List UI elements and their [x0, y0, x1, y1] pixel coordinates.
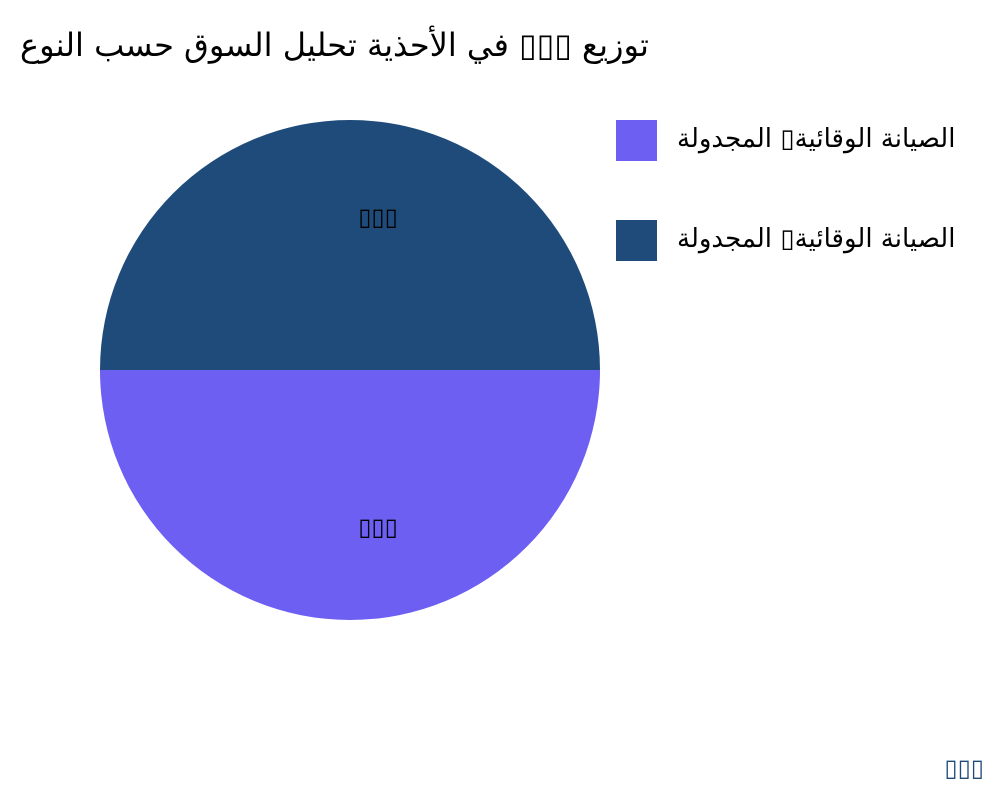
- legend-swatch: [616, 220, 657, 261]
- watermark: ▯▯▯: [944, 754, 984, 782]
- legend-label: الصيانة الوقائية▯ المجدولة: [677, 224, 956, 254]
- slice-label: ▯▯▯: [358, 513, 398, 541]
- pie-slice: [100, 120, 600, 370]
- legend-swatch: [616, 120, 657, 161]
- chart-title: توزيع ▯▯▯ في الأحذية تحليل السوق حسب الن…: [20, 26, 649, 64]
- legend-item: الصيانة الوقائية▯ المجدولة: [616, 120, 987, 161]
- pie-slice: [100, 370, 600, 620]
- legend-item: الصيانة الوقائية▯ المجدولة: [616, 220, 987, 261]
- slice-label: ▯▯▯: [358, 203, 398, 231]
- legend-label: الصيانة الوقائية▯ المجدولة: [677, 124, 956, 154]
